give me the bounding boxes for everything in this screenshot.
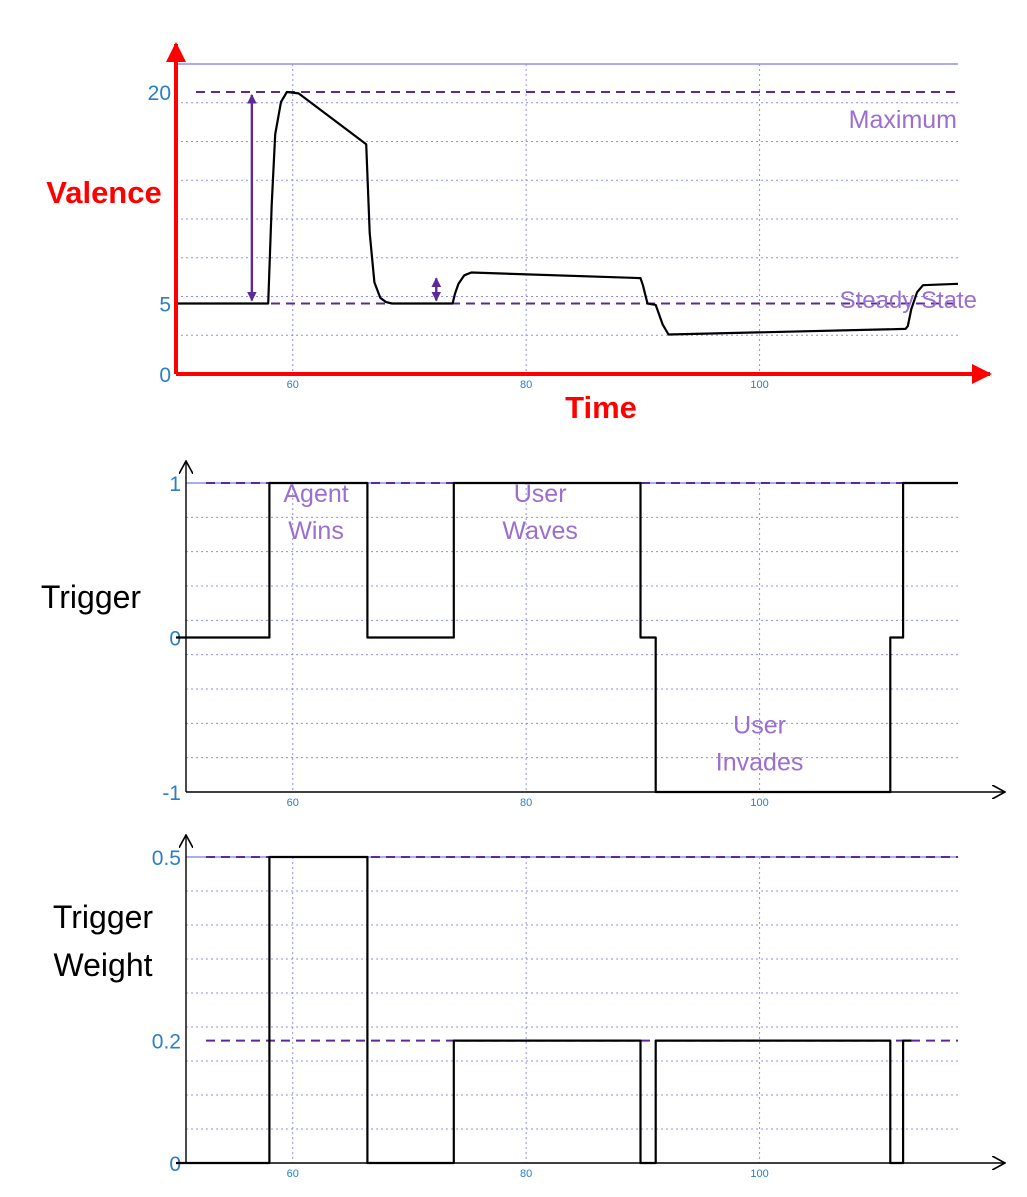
y-tick-label: 0 [169, 1153, 181, 1176]
x-tick-label: 80 [520, 1168, 532, 1180]
chart-panel-1: 60 80 100 Maximum Steady State 20 5 0 Valence Tim… [46, 42, 992, 425]
series-line [176, 855, 912, 1165]
y-tick-label: 0 [169, 628, 181, 651]
y-axis-label: Valence [46, 175, 161, 210]
x-tick-label: 60 [287, 797, 299, 809]
x-tick-label: 100 [750, 797, 768, 809]
annotation-label: Waves [502, 517, 577, 545]
y-tick-label: 1 [169, 473, 181, 496]
x-axis-label: Time [565, 390, 637, 425]
x-tick-label: 100 [750, 379, 768, 391]
annotation-label: Invades [716, 749, 804, 777]
y-axis-label: Trigger [41, 579, 142, 615]
x-tick-label: 80 [520, 797, 532, 809]
x-tick-label: 80 [520, 379, 532, 391]
x-tick-label: 60 [287, 1168, 299, 1180]
reference-label-steady-state: Steady State [840, 287, 977, 314]
y-axis-label: Trigger [53, 899, 154, 935]
y-tick-label: 0.5 [152, 847, 181, 870]
chart-panel-3: 60 80 100 0.5 0.2 0 Trigger Weight [53, 835, 1005, 1180]
y-tick-label: 0.2 [152, 1031, 181, 1054]
y-tick-label: 0 [159, 364, 171, 387]
annotation-label: Wins [288, 517, 344, 545]
x-tick-label: 100 [750, 1168, 768, 1180]
y-axis-label: Weight [53, 947, 152, 983]
y-tick-label: 20 [148, 82, 171, 105]
y-tick-label: 5 [159, 294, 171, 317]
annotation-label: User [514, 480, 567, 508]
annotation-label: User [733, 712, 786, 740]
x-tick-label: 60 [287, 379, 299, 391]
reference-label-maximum: Maximum [849, 106, 957, 134]
y-tick-label: -1 [162, 782, 181, 805]
chart-panel-2: 60 80 100 1 0 -1 Agent Wins User Waves User Invades… [41, 461, 1005, 809]
series-line [176, 481, 958, 794]
series-line [176, 90, 959, 336]
annotation-label: Agent [283, 480, 348, 508]
